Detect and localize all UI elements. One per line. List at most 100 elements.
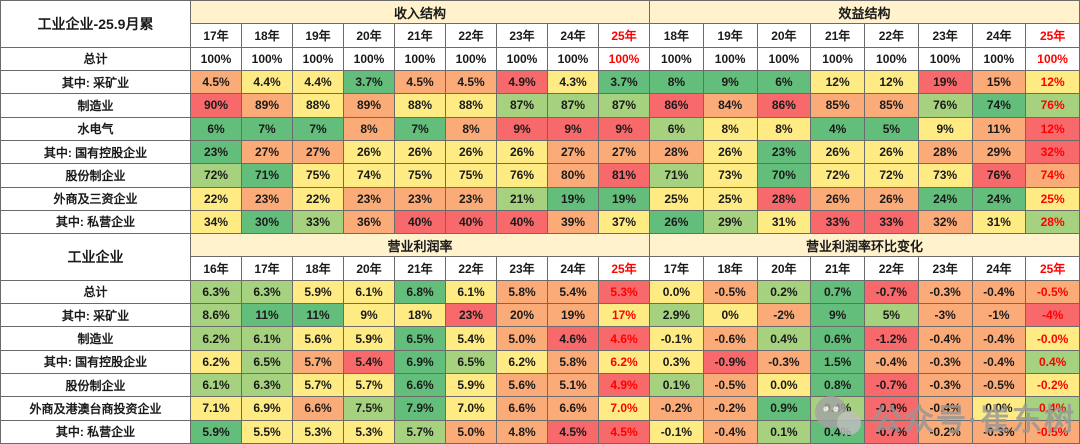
data-cell: -0.4% <box>971 349 1027 375</box>
data-cell: 20% <box>496 303 548 328</box>
data-cell: 81% <box>598 163 650 188</box>
year-header-cell: 21年 <box>394 256 446 281</box>
data-cell: 71% <box>649 163 704 188</box>
data-cell: 89% <box>343 93 395 118</box>
data-cell: 85% <box>810 93 865 118</box>
year-header-cell: 19年 <box>292 23 344 48</box>
data-cell: 11% <box>292 303 344 328</box>
data-cell: 72% <box>864 163 919 188</box>
data-cell: 2.9% <box>649 303 704 328</box>
table-row: 其中: 采矿业 8.6% 11% 11% 9% 18% 23% 20% 19% 17% 2.9% 0%… <box>0 303 1080 328</box>
section-corner-title: 工业企业-25.9月累 <box>0 0 191 48</box>
data-cell: 23% <box>445 186 497 211</box>
data-cell: 26% <box>810 186 865 211</box>
data-cell: -0.2% <box>702 396 758 421</box>
data-cell: 0.1% <box>649 372 704 398</box>
table-row: 其中: 私营企业 34% 30% 33% 36% 40% 40% 40% 39% 37% 26% 29… <box>0 209 1080 235</box>
table-row: 股份制企业 6.1% 6.3% 5.7% 5.7% 6.6% 5.9% 5.6% 5.1% 4.9… <box>0 372 1080 398</box>
data-cell: 5.0% <box>496 326 548 351</box>
data-cell: -0.7% <box>864 279 919 305</box>
group-title: 营业利润率 <box>190 233 650 258</box>
data-cell: 32% <box>917 209 973 235</box>
data-cell: 4.5% <box>598 419 650 444</box>
data-cell: 5.8% <box>496 279 548 305</box>
data-cell: -0.3% <box>917 349 973 375</box>
table-row: 水电气 6% 7% 7% 8% 7% 8% 9% 9% 9% 6% 8% 8% 4% 5% 9% 11% 12% <box>0 116 1080 141</box>
data-cell: 4.6% <box>598 326 650 351</box>
year-header-cell: 16年 <box>190 256 242 281</box>
data-cell: 87% <box>598 93 650 118</box>
data-cell: 0.1% <box>756 419 812 444</box>
data-cell: -0.4% <box>702 419 758 444</box>
data-cell: 0% <box>702 303 758 328</box>
data-cell: 6% <box>756 69 812 95</box>
row-label: 外商及三资企业 <box>0 186 191 211</box>
row-label: 制造业 <box>0 93 191 118</box>
data-cell: 0.9% <box>756 396 812 421</box>
year-header-cell: 20年 <box>756 23 812 48</box>
group-header-row: 工业企业-25.9月累 收入结构 效益结构 <box>0 0 1080 48</box>
data-cell: 6% <box>649 116 704 141</box>
data-cell: 26% <box>810 139 865 165</box>
data-cell: 28% <box>1025 209 1080 235</box>
data-cell: 0.6% <box>810 326 865 351</box>
data-cell: 19% <box>547 186 599 211</box>
data-cell: 5.9% <box>343 326 395 351</box>
data-cell: 76% <box>971 163 1027 188</box>
data-cell: 29% <box>971 139 1027 165</box>
data-cell: 100% <box>547 46 599 71</box>
data-cell: 0.4% <box>810 419 865 444</box>
data-cell: 5.7% <box>292 372 344 398</box>
data-cell: 26% <box>445 139 497 165</box>
row-label: 总计 <box>0 279 191 305</box>
data-cell: 19% <box>598 186 650 211</box>
data-cell: 39% <box>547 209 599 235</box>
data-cell: 6.8% <box>394 279 446 305</box>
data-cell: 4.5% <box>547 419 599 444</box>
data-cell: -0.3% <box>756 349 812 375</box>
data-cell: 7.9% <box>394 396 446 421</box>
data-cell: 17% <box>598 303 650 328</box>
data-cell: 27% <box>598 139 650 165</box>
data-cell: 26% <box>864 139 919 165</box>
data-cell: 40% <box>445 209 497 235</box>
year-header-cell: 22年 <box>864 23 919 48</box>
group-header-row: 工业企业 营业利润率 营业利润率环比变化 <box>0 233 1080 281</box>
data-cell: 24% <box>917 186 973 211</box>
data-cell: -0.5% <box>702 372 758 398</box>
data-cell: 6.2% <box>496 349 548 375</box>
data-cell: 12% <box>1025 116 1080 141</box>
year-header-cell: 23年 <box>496 256 548 281</box>
data-cell: 7% <box>394 116 446 141</box>
group-title: 营业利润率环比变化 <box>649 233 1080 258</box>
data-cell: 75% <box>292 163 344 188</box>
year-header-cell: 22年 <box>445 23 497 48</box>
row-label: 外商及港澳台商投资企业 <box>0 396 191 421</box>
data-cell: 23% <box>756 139 812 165</box>
data-cell: 100% <box>598 46 650 71</box>
data-cell: 8.6% <box>190 303 242 328</box>
data-cell: 88% <box>394 93 446 118</box>
data-cell: -0.9% <box>864 396 919 421</box>
data-cell: 8% <box>445 116 497 141</box>
data-cell: 31% <box>971 209 1027 235</box>
data-cell: 90% <box>190 93 242 118</box>
data-cell: 85% <box>864 93 919 118</box>
year-header-cell: 19年 <box>702 23 758 48</box>
data-cell: 7.5% <box>343 396 395 421</box>
data-cell: 6.2% <box>598 349 650 375</box>
data-cell: 86% <box>649 93 704 118</box>
data-cell: 5.3% <box>598 279 650 305</box>
data-cell: 6.6% <box>394 372 446 398</box>
data-cell: -1% <box>971 303 1027 328</box>
data-cell: -0.9% <box>702 349 758 375</box>
table-row: 其中: 国有控股企业 6.2% 6.5% 5.7% 5.4% 6.9% 6.5% 6.2% 5.… <box>0 349 1080 375</box>
data-cell: 6.1% <box>241 326 293 351</box>
data-cell: 0.8% <box>810 372 865 398</box>
data-cell: 32% <box>1025 139 1080 165</box>
data-cell: 6.5% <box>394 326 446 351</box>
data-cell: 34% <box>190 209 242 235</box>
year-header-cell: 18年 <box>649 23 704 48</box>
data-cell: -0.4% <box>971 326 1027 351</box>
data-cell: -0.3% <box>917 279 973 305</box>
